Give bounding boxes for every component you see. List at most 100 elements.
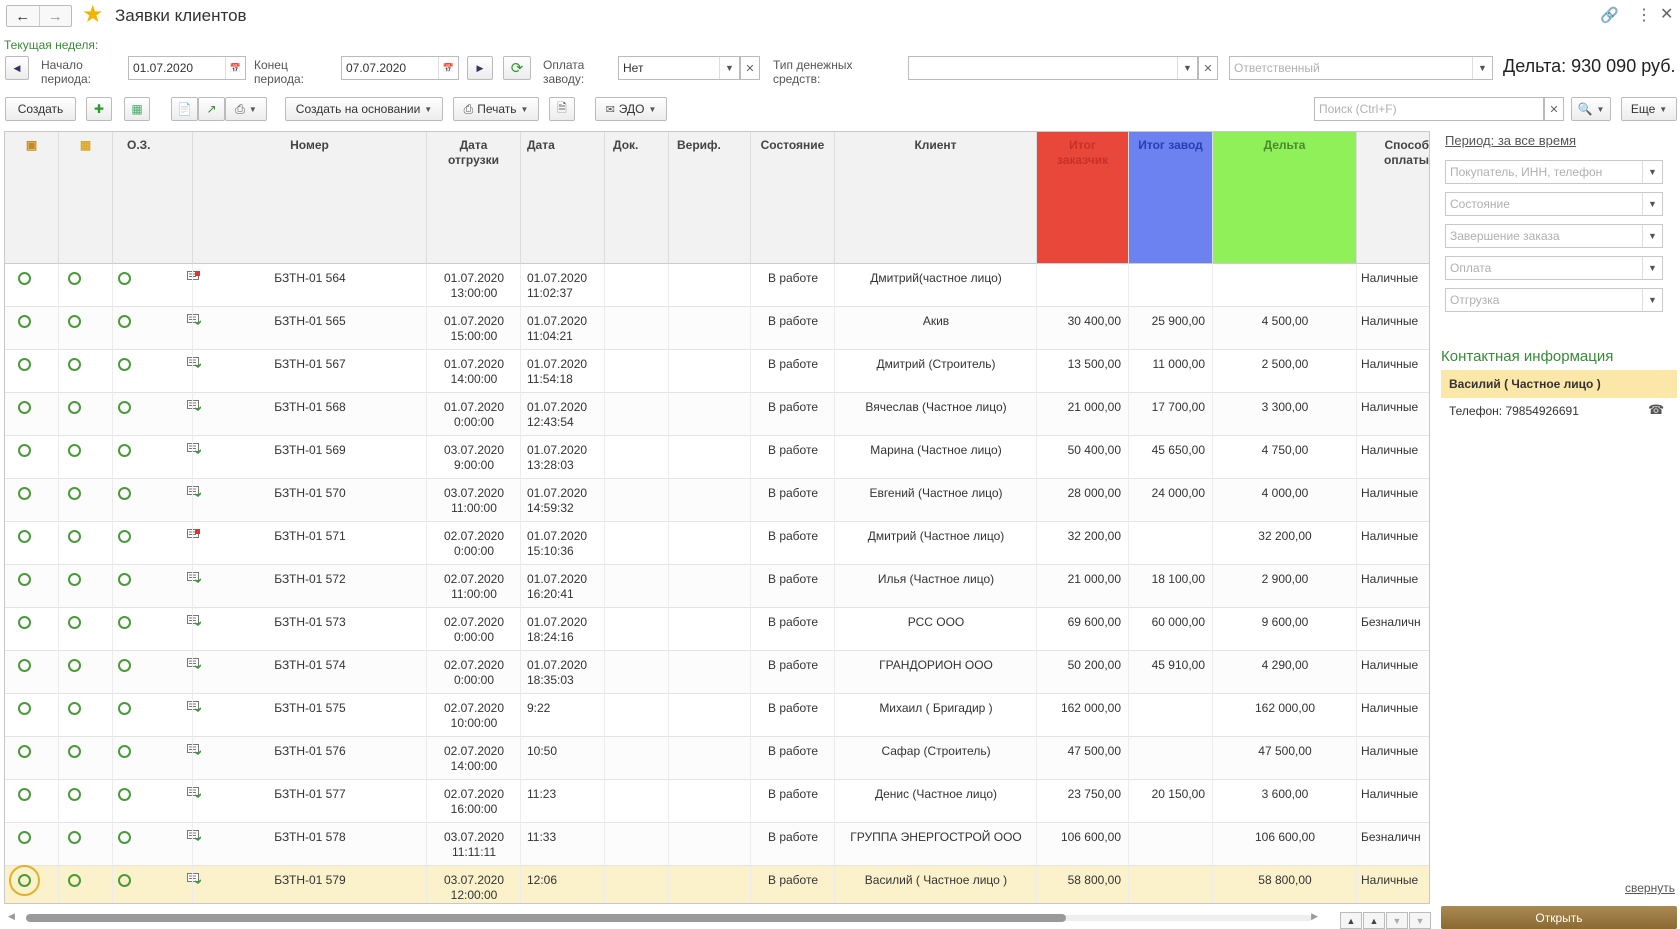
col-status1[interactable]: ▣: [5, 132, 59, 264]
table-row[interactable]: БЗТН-01 568 01.07.2020 0:00:00 01.07.202…: [5, 393, 1429, 436]
status-circle-icon[interactable]: [18, 831, 31, 844]
table-row[interactable]: БЗТН-01 569 03.07.2020 9:00:00 01.07.202…: [5, 436, 1429, 479]
oz-circle-icon[interactable]: [118, 444, 131, 457]
status-circle-icon[interactable]: [68, 831, 81, 844]
refresh-button[interactable]: ⟳: [503, 56, 531, 80]
chevron-down-icon[interactable]: ▼: [1177, 57, 1197, 79]
period-link[interactable]: Период: за все время: [1445, 133, 1577, 148]
export-button[interactable]: ↗: [198, 97, 225, 121]
col-status2[interactable]: ▦: [59, 132, 113, 264]
edo-button[interactable]: ✉ ЭДО ▼: [595, 97, 667, 121]
status-circle-icon[interactable]: [68, 745, 81, 758]
table-row[interactable]: БЗТН-01 577 02.07.2020 16:00:00 11:23 В …: [5, 780, 1429, 823]
period-end-field[interactable]: 07.07.2020 📅: [341, 56, 459, 80]
horizontal-scrollbar[interactable]: ◀ ▶: [8, 911, 1318, 923]
page-down-icon[interactable]: ▼: [1386, 912, 1408, 929]
status-circle-icon[interactable]: [68, 487, 81, 500]
copy-doc-button[interactable]: ✚: [86, 97, 112, 121]
status-circle-icon[interactable]: [18, 358, 31, 371]
oz-circle-icon[interactable]: [118, 874, 131, 887]
clear-search-icon[interactable]: ✕: [1544, 97, 1564, 121]
docs-button[interactable]: 📄: [171, 97, 198, 121]
col-state[interactable]: Состояние: [751, 132, 835, 264]
collapse-link[interactable]: свернуть: [1625, 881, 1675, 895]
col-client[interactable]: Клиент: [835, 132, 1037, 264]
status-circle-icon[interactable]: [9, 865, 40, 896]
status-circle-icon[interactable]: [68, 573, 81, 586]
order-number[interactable]: БЗТН-01 579: [274, 873, 346, 887]
order-number[interactable]: БЗТН-01 568: [274, 400, 346, 414]
link-icon[interactable]: 🔗: [1600, 7, 1619, 24]
money-type-select[interactable]: ▼: [908, 56, 1198, 80]
order-number[interactable]: БЗТН-01 567: [274, 357, 346, 371]
table-row[interactable]: БЗТН-01 570 03.07.2020 11:00:00 01.07.20…: [5, 479, 1429, 522]
oz-circle-icon[interactable]: [118, 788, 131, 801]
status-circle-icon[interactable]: [18, 659, 31, 672]
status-circle-icon[interactable]: [68, 702, 81, 715]
order-number[interactable]: БЗТН-01 565: [274, 314, 346, 328]
order-number[interactable]: БЗТН-01 569: [274, 443, 346, 457]
chevron-down-icon[interactable]: ▼: [1472, 57, 1492, 79]
report-button[interactable]: 🗎: [549, 97, 575, 121]
status-circle-icon[interactable]: [68, 616, 81, 629]
open-button[interactable]: Открыть: [1441, 906, 1677, 929]
table-row[interactable]: БЗТН-01 567 01.07.2020 14:00:00 01.07.20…: [5, 350, 1429, 393]
table-row[interactable]: БЗТН-01 573 02.07.2020 0:00:00 01.07.202…: [5, 608, 1429, 651]
oz-circle-icon[interactable]: [118, 831, 131, 844]
table-settings-button[interactable]: ▦: [124, 97, 150, 121]
table-row[interactable]: БЗТН-01 574 02.07.2020 0:00:00 01.07.202…: [5, 651, 1429, 694]
order-number[interactable]: БЗТН-01 574: [274, 658, 346, 672]
create-based-button[interactable]: Создать на основании ▼: [285, 97, 443, 121]
phone-icon[interactable]: ☎: [1648, 402, 1665, 417]
oz-circle-icon[interactable]: [118, 702, 131, 715]
responsible-select[interactable]: Ответственный ▼: [1229, 56, 1493, 80]
chevron-down-icon[interactable]: ▼: [1642, 161, 1662, 183]
col-doc[interactable]: Док.: [605, 132, 669, 264]
order-number[interactable]: БЗТН-01 571: [274, 529, 346, 543]
status-circle-icon[interactable]: [68, 788, 81, 801]
status-circle-icon[interactable]: [18, 401, 31, 414]
chevron-down-icon[interactable]: ▼: [1642, 193, 1662, 215]
more-vertical-icon[interactable]: ⋮: [1636, 7, 1652, 24]
status-circle-icon[interactable]: [68, 358, 81, 371]
order-number[interactable]: БЗТН-01 576: [274, 744, 346, 758]
print-menu-button[interactable]: ⎙ ▼: [225, 97, 267, 121]
favorite-star-icon[interactable]: ★: [82, 1, 104, 28]
status-circle-icon[interactable]: [68, 401, 81, 414]
col-date[interactable]: Дата: [521, 132, 605, 264]
status-circle-icon[interactable]: [18, 702, 31, 715]
table-row[interactable]: БЗТН-01 572 02.07.2020 11:00:00 01.07.20…: [5, 565, 1429, 608]
status-circle-icon[interactable]: [68, 315, 81, 328]
oz-circle-icon[interactable]: [118, 659, 131, 672]
contact-name[interactable]: Василий ( Частное лицо ): [1441, 370, 1677, 398]
payment-filter[interactable]: Оплата ▼: [1445, 256, 1663, 280]
back-arrow-icon[interactable]: ←: [7, 6, 40, 26]
period-start-field[interactable]: 01.07.2020 📅: [128, 56, 246, 80]
payment-factory-select[interactable]: Нет ▼: [618, 56, 740, 80]
table-row[interactable]: БЗТН-01 564 01.07.2020 13:00:00 01.07.20…: [5, 264, 1429, 307]
status-circle-icon[interactable]: [68, 444, 81, 457]
col-payment[interactable]: Способ оплаты: [1357, 132, 1429, 264]
status-circle-icon[interactable]: [68, 272, 81, 285]
print-button[interactable]: ⎙ Печать ▼: [453, 97, 539, 121]
next-period-button[interactable]: ▶: [467, 56, 493, 80]
col-ship-date[interactable]: Дата отгрузки: [427, 132, 521, 264]
chevron-down-icon[interactable]: ▼: [719, 57, 739, 79]
status-circle-icon[interactable]: [68, 874, 81, 887]
status-circle-icon[interactable]: [18, 315, 31, 328]
calendar-icon[interactable]: 📅: [438, 57, 458, 79]
oz-circle-icon[interactable]: [118, 573, 131, 586]
clear-payment-icon[interactable]: ✕: [740, 56, 760, 80]
state-filter[interactable]: Состояние ▼: [1445, 192, 1663, 216]
order-number[interactable]: БЗТН-01 572: [274, 572, 346, 586]
scroll-thumb[interactable]: [26, 914, 1066, 922]
oz-circle-icon[interactable]: [118, 745, 131, 758]
table-row[interactable]: БЗТН-01 575 02.07.2020 10:00:00 9:22 В р…: [5, 694, 1429, 737]
chevron-down-icon[interactable]: ▼: [1642, 257, 1662, 279]
clear-money-type-icon[interactable]: ✕: [1198, 56, 1218, 80]
completion-filter[interactable]: Завершение заказа ▼: [1445, 224, 1663, 248]
status-circle-icon[interactable]: [18, 788, 31, 801]
order-number[interactable]: БЗТН-01 564: [274, 271, 346, 285]
status-circle-icon[interactable]: [18, 530, 31, 543]
order-number[interactable]: БЗТН-01 573: [274, 615, 346, 629]
